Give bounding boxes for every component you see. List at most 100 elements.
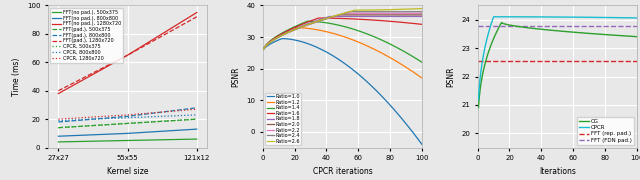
Legend: CG, CPCR, FFT (rep. pad.), FFT (FDN pad.): CG, CPCR, FFT (rep. pad.), FFT (FDN pad.… (577, 117, 634, 145)
Line: Ratio=1.4: Ratio=1.4 (264, 21, 422, 62)
Ratio=1.0 (260, 48, 268, 50)
Ratio=2.0 (336, 14, 344, 16)
X-axis label: Iterations: Iterations (539, 167, 575, 176)
Ratio=1.8 (326, 15, 334, 17)
FFT(no pad.), 500x375 (54, 141, 62, 143)
Ratio=1.6 (415, 23, 422, 25)
Y-axis label: PSNR: PSNR (447, 66, 456, 87)
Line: CPCR, 500x375: CPCR, 500x375 (58, 119, 196, 128)
Ratio=1.0 (346, 66, 353, 68)
Ratio=1.4 (346, 27, 353, 29)
FFT(pad.), 1280x720 (193, 16, 200, 18)
Line: CPCR, 800x800: CPCR, 800x800 (58, 115, 196, 121)
Ratio=2.4 (335, 14, 342, 16)
Ratio=1.8 (346, 15, 353, 17)
FFT(no pad.), 500x375 (193, 138, 200, 140)
Ratio=1.0 (415, 139, 422, 141)
Line: FFT(no pad.), 1280x720: FFT(no pad.), 1280x720 (58, 12, 196, 94)
CG (498, 22, 506, 24)
Line: CPCR: CPCR (479, 17, 637, 100)
Ratio=2.4 (355, 11, 362, 13)
FFT (FDN pad.) (476, 25, 483, 27)
FFT(pad.), 1280x720 (124, 54, 131, 56)
Ratio=1.0 (355, 73, 362, 75)
Ratio=2.6 (346, 11, 353, 13)
Ratio=1.6 (390, 21, 397, 23)
Ratio=2.4 (418, 11, 426, 13)
Ratio=2.0 (418, 14, 426, 16)
Ratio=1.0 (418, 143, 426, 145)
Ratio=1.2 (336, 34, 344, 37)
Line: Ratio=2.4: Ratio=2.4 (264, 12, 422, 49)
Ratio=2.6 (260, 48, 268, 50)
Ratio=2.6 (414, 8, 422, 10)
Ratio=2.6 (418, 8, 426, 10)
Ratio=1.0 (336, 59, 344, 61)
Ratio=1.6 (346, 18, 353, 20)
FFT (rep. pad.) (476, 60, 483, 62)
Ratio=1.6 (260, 48, 268, 50)
Ratio=2.0 (355, 14, 362, 16)
Ratio=1.4 (260, 48, 268, 50)
Ratio=1.0 (390, 108, 397, 110)
Line: Ratio=1.6: Ratio=1.6 (264, 18, 422, 49)
Line: FFT(pad.), 800x800: FFT(pad.), 800x800 (58, 108, 196, 122)
Ratio=2.0 (415, 14, 422, 16)
Ratio=2.2 (390, 12, 397, 14)
Y-axis label: Time (ms): Time (ms) (12, 57, 21, 96)
Line: FFT(no pad.), 800x800: FFT(no pad.), 800x800 (58, 129, 196, 136)
Ratio=2.4 (347, 11, 355, 13)
CPCR (605, 16, 612, 19)
CPCR, 500x375 (124, 122, 131, 125)
FFT(no pad.), 800x800 (124, 132, 131, 134)
Ratio=2.4 (336, 14, 344, 16)
Ratio=1.2 (260, 48, 268, 50)
Ratio=2.6 (390, 8, 397, 11)
CPCR (630, 17, 637, 19)
Ratio=1.4 (336, 24, 344, 27)
FFT(no pad.), 1280x720 (54, 93, 62, 95)
Ratio=1.2 (291, 26, 299, 29)
FFT(pad.), 800x800 (193, 107, 200, 109)
Ratio=1.6 (315, 17, 323, 19)
CG (569, 31, 577, 33)
CPCR (561, 16, 568, 18)
CPCR, 1280x720 (124, 114, 131, 116)
Ratio=2.6 (354, 9, 362, 11)
Line: Ratio=2.6: Ratio=2.6 (264, 9, 422, 49)
Ratio=1.0 (335, 59, 343, 61)
CPCR (490, 16, 497, 18)
Ratio=1.4 (390, 45, 397, 47)
Ratio=2.2 (335, 14, 342, 16)
FFT(no pad.), 1280x720 (193, 11, 200, 14)
CPCR, 500x375 (193, 118, 200, 120)
Line: CG: CG (479, 23, 637, 108)
Legend: Ratio=1.0, Ratio=1.2, Ratio=1.4, Ratio=1.6, Ratio=1.8, Ratio=2.0, Ratio=2.2, Rat: Ratio=1.0, Ratio=1.2, Ratio=1.4, Ratio=1… (265, 93, 301, 145)
FFT (FDN pad.) (474, 25, 481, 27)
Ratio=2.2 (336, 14, 344, 16)
Ratio=1.6 (336, 17, 344, 19)
Ratio=2.6 (336, 13, 344, 15)
CG (633, 36, 640, 38)
Line: FFT(pad.), 500x375: FFT(pad.), 500x375 (58, 119, 196, 128)
Ratio=1.2 (355, 41, 362, 43)
Ratio=2.2 (346, 12, 353, 14)
Line: CPCR, 1280x720: CPCR, 1280x720 (58, 109, 196, 119)
Legend: FFT(no pad.), 500x375, FFT(no pad.), 800x800, FFT(no pad.), 1280x720, FFT(pad.),: FFT(no pad.), 500x375, FFT(no pad.), 800… (51, 8, 123, 63)
Ratio=2.4 (260, 48, 268, 50)
Ratio=1.2 (415, 75, 422, 77)
FFT (rep. pad.) (474, 60, 481, 62)
Ratio=1.2 (335, 34, 343, 36)
Y-axis label: PSNR: PSNR (232, 66, 241, 87)
CPCR (569, 16, 577, 18)
Ratio=2.0 (335, 14, 342, 16)
Ratio=1.6 (335, 17, 343, 19)
CPCR, 800x800 (54, 120, 62, 122)
CPCR, 1280x720 (193, 108, 200, 110)
Ratio=1.8 (390, 15, 397, 17)
CPCR, 800x800 (124, 117, 131, 119)
Ratio=1.6 (355, 18, 362, 20)
CG (475, 107, 483, 109)
CG (551, 30, 559, 32)
Line: FFT(no pad.), 500x375: FFT(no pad.), 500x375 (58, 139, 196, 142)
